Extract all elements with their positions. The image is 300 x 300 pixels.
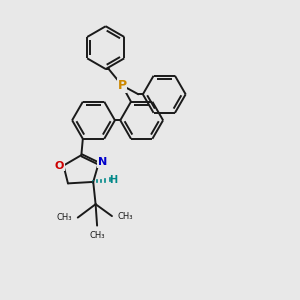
Text: O: O (55, 160, 64, 171)
Text: CH₃: CH₃ (89, 231, 105, 240)
Text: P: P (118, 79, 127, 92)
Text: N: N (98, 157, 107, 167)
Text: CH₃: CH₃ (57, 213, 72, 222)
Text: H: H (109, 175, 117, 184)
Text: CH₃: CH₃ (117, 212, 133, 220)
